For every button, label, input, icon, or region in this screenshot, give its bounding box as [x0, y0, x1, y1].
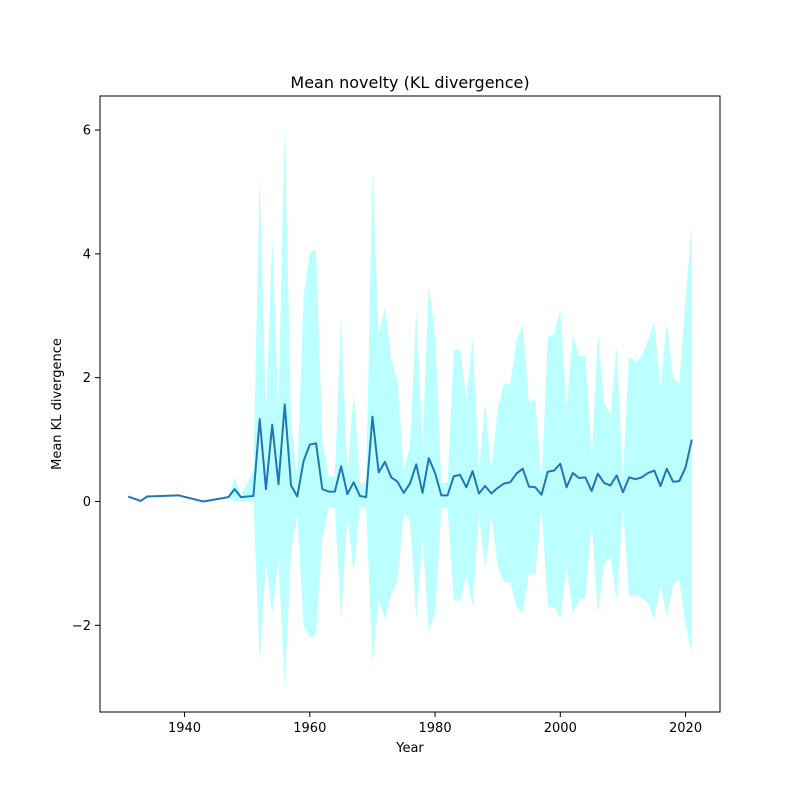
y-tick-label: 4 — [83, 247, 91, 262]
y-tick-label: 0 — [83, 495, 91, 510]
x-tick-label: 1980 — [419, 721, 452, 736]
x-tick-label: 1940 — [168, 721, 201, 736]
y-axis: −2 0 2 4 6 — [72, 124, 100, 634]
y-tick-label: −2 — [72, 619, 91, 634]
mean-line — [127, 403, 693, 503]
x-tick-label: 2020 — [669, 721, 702, 736]
x-tick-label: 1960 — [293, 721, 326, 736]
y-tick-label: 2 — [83, 371, 91, 386]
y-tick-label: 6 — [83, 124, 91, 139]
x-tick-label: 2000 — [544, 721, 577, 736]
x-axis-label: Year — [395, 741, 424, 756]
x-axis: 1940 1960 1980 2000 2020 — [168, 712, 702, 736]
plot-area — [127, 125, 693, 688]
y-axis-label: Mean KL divergence — [50, 338, 65, 470]
axes-frame — [99, 95, 721, 713]
std-band — [128, 125, 692, 688]
chart-title: Mean novelty (KL divergence) — [290, 73, 529, 92]
